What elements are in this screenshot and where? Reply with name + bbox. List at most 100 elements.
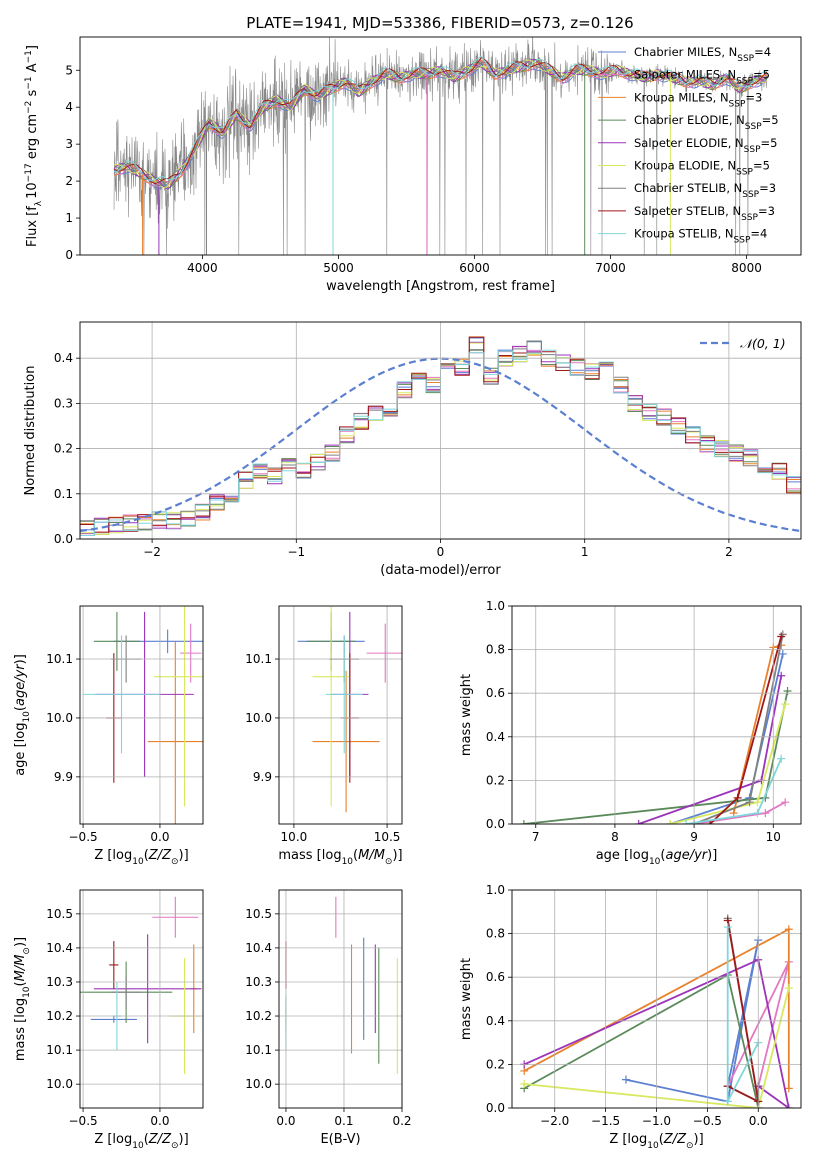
y-tick-label: 10.1	[46, 1043, 73, 1057]
x-tick-label: −2	[143, 545, 161, 559]
legend-label: Kroupa ELODIE, NSSP=5	[634, 159, 770, 178]
label-part: Z [log	[94, 848, 132, 863]
weight-marker-kroupa_stelib	[723, 923, 732, 932]
x-tick-label: 1	[581, 545, 589, 559]
panel-z-age: −0.5 0.09.910.010.1Z [log10(Z/Z⊙)]age [lo…	[13, 605, 204, 867]
y-axis-label: Flux [fλ10−17 erg cm−2 s−1 A−1]	[24, 45, 44, 247]
x-axis-label: E(B-V)	[320, 1132, 360, 1147]
legend-label: Chabrier MILES, NSSP=4	[634, 45, 771, 64]
weight-marker-salpeter_stelib	[733, 793, 742, 802]
y-tick-label: 9.9	[54, 770, 73, 784]
label-part: mass weight	[459, 958, 474, 1040]
label-part: mass [log	[278, 848, 341, 863]
x-tick-label: 10	[766, 830, 781, 844]
x-tick-label: 10.5	[374, 830, 401, 844]
label-part: Z/Z	[148, 848, 172, 863]
label-part: Normed distribution	[23, 366, 38, 496]
weight-marker-chabrier_elodie	[519, 820, 528, 824]
weight-marker-kroupa_elodie	[784, 984, 793, 993]
weight-marker-kroupa_elodie	[520, 1080, 529, 1089]
y-tick-label: 0.1	[54, 487, 73, 501]
hist-step-chabrier_stelib	[80, 340, 801, 539]
x-tick-label: −0.5	[693, 1114, 722, 1128]
x-tick-label: 0.0	[749, 1114, 768, 1128]
label-part: ⊙	[385, 857, 393, 867]
weight-marker-salpeter_miles	[781, 798, 790, 807]
weight-marker-kroupa_stelib	[777, 754, 786, 763]
weight-marker-salpeter_stelib	[705, 820, 714, 824]
axes-frame	[79, 36, 802, 256]
x-tick-label: −1.0	[642, 1114, 671, 1128]
weight-marker-kroupa_elodie	[781, 700, 790, 709]
panel-z-weight: −2.0 −1.5 −1.0 −0.5 0.0 0.0 0.2 0.4 0.6 0.8 1.0 Z […	[459, 883, 802, 1151]
y-tick-label: 10.0	[46, 1077, 73, 1091]
legend-label: Chabrier STELIB, NSSP=3	[634, 181, 776, 200]
label-part: −1	[24, 76, 34, 89]
y-tick-label: 10.3	[245, 975, 272, 989]
legend-label: Kroupa STELIB, NSSP=4	[634, 227, 767, 246]
y-tick-label: 10.3	[46, 975, 73, 989]
x-axis-label: (data-model)/error	[380, 563, 501, 578]
label-part: −17	[24, 163, 34, 182]
x-axis-label: wavelength [Angstrom, rest frame]	[326, 279, 555, 294]
label-part: (	[353, 848, 358, 863]
label-part: Chabrier ELODIE, N	[634, 113, 745, 127]
label-part: =5	[753, 68, 770, 82]
weight-line-kroupa_elodie	[524, 987, 790, 1108]
label-part: age [log	[13, 723, 28, 776]
label-part: age [log	[596, 848, 649, 863]
x-tick-label: 5000	[323, 261, 354, 275]
label-part: 10	[342, 857, 354, 867]
figure-title: PLATE=1941, MJD=53386, FIBERID=0573, z=0…	[246, 14, 633, 32]
y-tick-label: 10.4	[46, 941, 73, 955]
y-tick-label: 10.5	[245, 907, 272, 921]
label-part: SSP	[745, 122, 762, 132]
model-line-chabrier_miles	[113, 63, 768, 189]
weight-marker-chabrier_miles	[778, 649, 787, 658]
x-tick-label: 6000	[459, 261, 490, 275]
label-part: −2	[24, 101, 34, 114]
label-part: 10	[22, 711, 32, 723]
label-part: 10	[647, 1141, 659, 1151]
label-part: ⊙	[171, 1141, 179, 1151]
y-tick-label: 10.4	[245, 941, 272, 955]
legend: 𝒩(0, 1)	[700, 336, 786, 351]
label-part: SSP	[734, 236, 751, 246]
y-tick-label: 1.0	[486, 599, 505, 613]
model-line-salpeter_stelib	[113, 57, 768, 184]
label-part: Z [log	[94, 1132, 132, 1147]
x-tick-label: 0.0	[276, 1114, 295, 1128]
label-part: erg cm	[25, 114, 40, 163]
panel-residuals: −2 −1 0 1 2 0.0 0.1 0.2 0.3 0.4 (data-model)/error…	[23, 321, 802, 578]
weight-marker-kroupa_elodie	[753, 798, 762, 807]
label-part: )]	[13, 654, 28, 664]
label-part: Z/Z	[148, 1132, 172, 1147]
label-part: Z/Z	[663, 1132, 687, 1147]
label-part: (data-model)/error	[380, 563, 501, 578]
label-part: Flux [f	[25, 206, 40, 247]
label-part: E(B-V)	[320, 1132, 360, 1147]
weight-marker-kroupa_miles	[729, 809, 738, 818]
label-part: =5	[761, 136, 778, 150]
panel-spectrum: 4000 5000 6000 7000 8000 0 1 2 3 4 5 wavelength [An…	[24, 36, 802, 294]
label-part: (	[660, 848, 665, 863]
x-tick-label: 0.0	[150, 1114, 169, 1128]
x-tick-label: 8000	[731, 261, 762, 275]
legend-label: Salpeter MILES, NSSP=5	[634, 68, 770, 87]
x-tick-label: 0.1	[334, 1114, 353, 1128]
y-tick-label: 4	[65, 100, 73, 114]
label-part: age/yr	[665, 848, 708, 863]
label-part: =4	[750, 227, 767, 241]
label-part: =5	[753, 159, 770, 173]
x-tick-label: 0.0	[150, 830, 169, 844]
y-tick-label: 1.0	[486, 883, 505, 897]
y-tick-label: 0.0	[486, 817, 505, 831]
plot-area	[285, 896, 398, 1074]
y-tick-label: 5	[65, 63, 73, 77]
y-tick-label: 10.5	[46, 907, 73, 921]
label-part: Salpeter STELIB, N	[634, 204, 741, 218]
x-tick-label: 0.2	[392, 1114, 411, 1128]
y-tick-label: 0.0	[486, 1101, 505, 1115]
weight-marker-salpeter_stelib	[777, 632, 786, 641]
axes-frame	[79, 605, 204, 825]
